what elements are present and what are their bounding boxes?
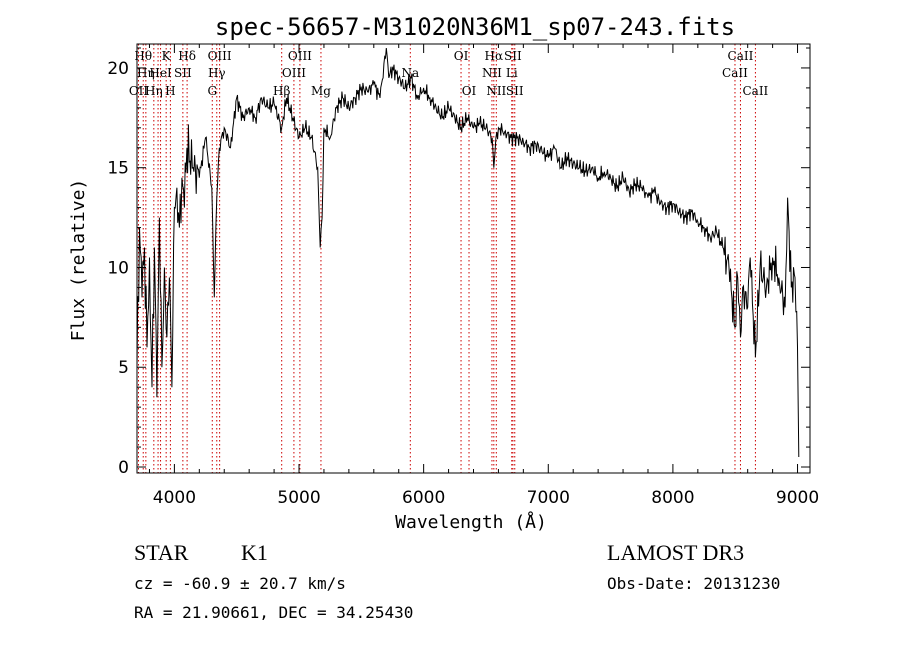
- spectral-line-label: SII: [174, 66, 192, 80]
- spectral-line-label: NII: [486, 84, 506, 98]
- y-axis-ticks: 0 5 10 15 20: [107, 47, 810, 478]
- spectral-line-label: NII: [482, 66, 502, 80]
- spectral-line-label: OI: [454, 49, 469, 63]
- spectral-line-label: Hη: [137, 66, 155, 80]
- spectral-line-label: SII: [506, 84, 524, 98]
- spectral-line-label: OIII: [208, 49, 232, 63]
- spectral-line-label: OII: [129, 84, 149, 98]
- object-subclass: K1: [241, 540, 268, 565]
- x-tick-label: 7000: [527, 488, 570, 508]
- spectral-line-label: OIII: [288, 49, 312, 63]
- y-tick-label: 15: [107, 159, 129, 179]
- spectral-line-label: SII: [504, 49, 522, 63]
- y-tick-label: 10: [107, 258, 129, 278]
- spectral-line-label: Hη: [145, 84, 163, 98]
- spectral-line-labels: OIIHθHηHηHeIKHSIIHδGHγOIIIHβOIIIOIIIMgNa…: [129, 49, 769, 98]
- spectral-line-label: CaII: [722, 66, 748, 80]
- spectral-line-label: CaII: [742, 84, 768, 98]
- spectral-line-label: G: [207, 84, 217, 98]
- survey-name: LAMOST DR3: [607, 540, 745, 565]
- x-tick-label: 9000: [776, 488, 819, 508]
- chart-title: spec-56657-M31020N36M1_sp07-243.fits: [215, 13, 735, 41]
- spectral-line-label: Hα: [485, 49, 504, 63]
- x-axis-ticks: 4000 5000 6000 7000 8000 9000: [148, 44, 819, 508]
- y-tick-label: 5: [118, 358, 129, 378]
- spectral-line-label: Hδ: [178, 49, 196, 63]
- spectral-line-label: H: [165, 84, 175, 98]
- x-tick-label: 8000: [651, 488, 694, 508]
- y-tick-label: 0: [118, 458, 129, 478]
- spectral-line-label: Na: [401, 66, 419, 80]
- redshift-cz: cz = -60.9 ± 20.7 km/s: [134, 574, 346, 593]
- object-class: STAR: [134, 540, 189, 565]
- spectral-line-label: Li: [506, 66, 518, 80]
- x-tick-label: 6000: [402, 488, 445, 508]
- observation-date: Obs-Date: 20131230: [607, 574, 781, 593]
- y-tick-label: 20: [107, 59, 129, 79]
- spectral-line-label: OI: [462, 84, 477, 98]
- spectral-line-markers: [137, 44, 756, 473]
- x-axis-label: Wavelength (Å): [395, 511, 547, 533]
- x-tick-label: 4000: [153, 488, 196, 508]
- spectral-line-label: Mg: [311, 84, 331, 98]
- spectral-line-label: OIII: [282, 66, 306, 80]
- spectral-line-label: Hγ: [208, 66, 226, 80]
- spectral-line-label: Hβ: [273, 84, 290, 98]
- y-axis-label: Flux (relative): [68, 179, 89, 342]
- spectral-line-label: HeI: [149, 66, 172, 80]
- sky-coordinates: RA = 21.90661, DEC = 34.25430: [134, 603, 414, 622]
- spectrum-series-line: [136, 47, 800, 458]
- spectral-line-label: K: [162, 49, 172, 63]
- x-tick-label: 5000: [277, 488, 320, 508]
- spectral-line-label: CaII: [728, 49, 754, 63]
- spectral-line-label: Hθ: [134, 49, 152, 63]
